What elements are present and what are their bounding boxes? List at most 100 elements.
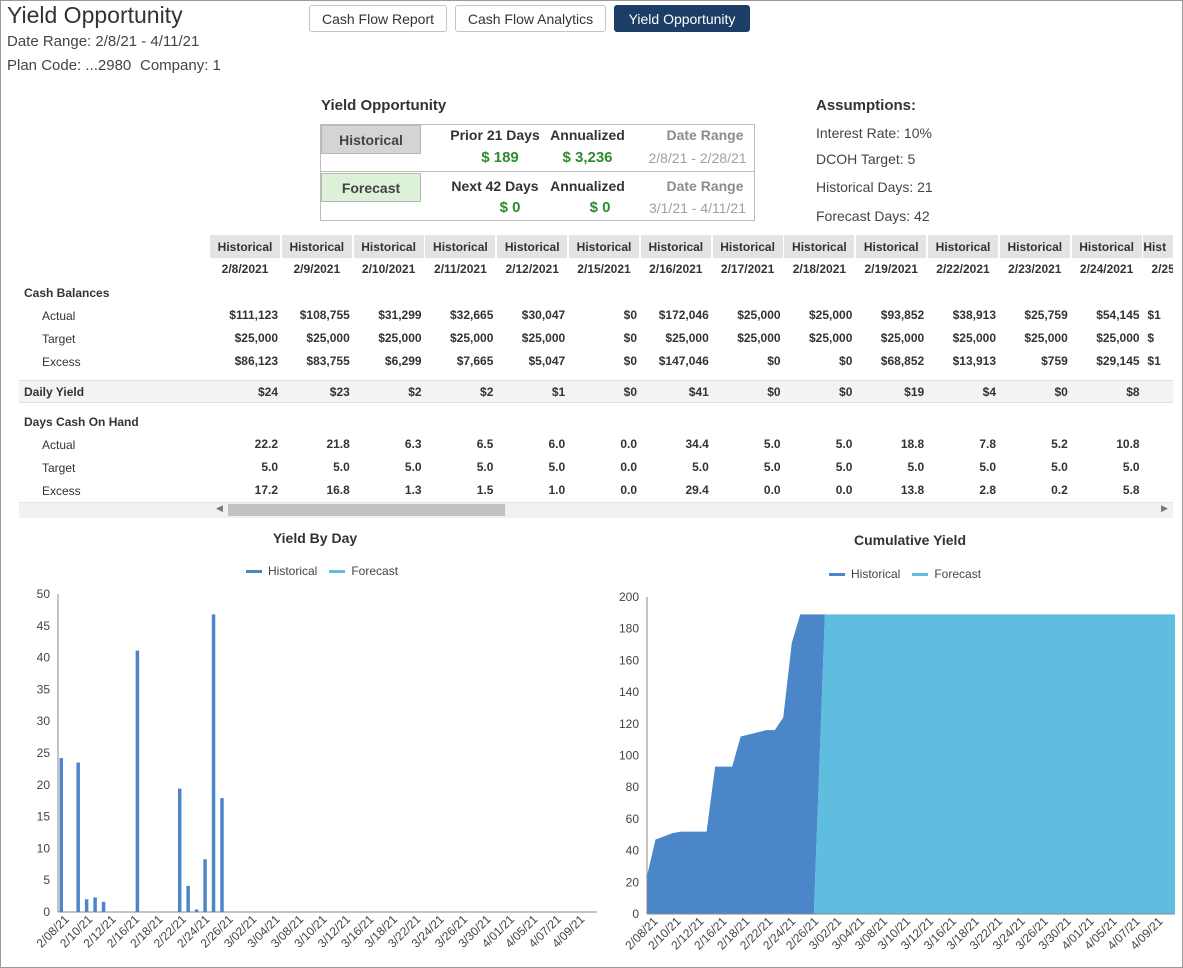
dcoh-excess-cell: 2.8	[979, 483, 996, 497]
dcoh-target-cell: 5.0	[692, 460, 709, 474]
daily-yield-cell: $4	[982, 385, 996, 399]
yield-by-day-chart: 051015202530354045502/08/212/10/212/12/2…	[34, 587, 597, 950]
column-header[interactable]: Historical	[281, 235, 352, 258]
column-header[interactable]: Historical	[353, 235, 424, 258]
daily-yield-cell: $2	[480, 385, 494, 399]
legend-historical-label: Historical	[268, 564, 318, 578]
cash-target-cell: $25,000	[1096, 331, 1140, 345]
scrollbar-thumb[interactable]	[228, 504, 505, 516]
yield-by-day-legend: Historical Forecast	[246, 564, 398, 578]
column-header[interactable]: Hist	[1143, 235, 1173, 258]
column-date: 2/15/2021	[577, 262, 631, 276]
y-tick-label: 180	[619, 622, 639, 636]
yield-bar	[220, 798, 224, 912]
dcoh-actual-cell: 22.2	[254, 437, 278, 451]
cumulative-yield-chart: 0204060801001201401601802002/08/212/10/2…	[619, 590, 1175, 952]
yield-by-day-title: Yield By Day	[272, 530, 358, 546]
column-header[interactable]: Historical	[210, 235, 280, 258]
cash-flow-report-button[interactable]: Cash Flow Report	[309, 5, 447, 32]
column-header[interactable]: Historical	[569, 235, 639, 258]
dcoh-excess-cell: 17.2	[254, 483, 278, 497]
cash-target-cell: $25,000	[1024, 331, 1068, 345]
cash-target-cell: $25,000	[665, 331, 709, 345]
y-tick-label: 45	[37, 619, 51, 633]
column-header[interactable]: Historical	[640, 235, 711, 258]
dcoh-target-cell: 5.0	[261, 460, 278, 474]
y-tick-label: 40	[626, 844, 640, 858]
cumulative-yield-title: Cumulative Yield	[853, 532, 967, 548]
cash-excess-cell: $0	[767, 354, 781, 368]
dcoh-actual-cell: 18.8	[900, 437, 925, 451]
cash-target-cell: $25,000	[880, 331, 925, 345]
scroll-left-icon[interactable]: ◀	[216, 503, 223, 513]
forecast-annualized-label: Annualized	[550, 178, 625, 194]
y-tick-label: 25	[37, 746, 51, 760]
yield-bar	[101, 901, 106, 912]
dcoh-actual-cell: 7.8	[979, 437, 996, 451]
dcoh-target-cell: 5.0	[476, 460, 494, 474]
cash-target-cell: $25,000	[737, 331, 781, 345]
cash-excess-cell: $6,299	[384, 354, 422, 368]
dcoh-excess-cell: 16.8	[326, 483, 350, 497]
legend-forecast-swatch	[912, 572, 929, 576]
assumption-historical-days: Historical Days: 21	[816, 179, 933, 195]
summary-box	[320, 124, 755, 221]
daily-yield-cell: $8	[1126, 385, 1140, 399]
column-header[interactable]: Historical	[497, 235, 568, 258]
column-header[interactable]: Historical	[856, 235, 927, 258]
date-range: Date Range: 2/8/21 - 4/11/21	[7, 33, 200, 50]
column-header[interactable]: Historical	[712, 235, 783, 258]
daily-yield-cell: $2	[408, 385, 422, 399]
summary-divider	[320, 171, 755, 172]
cash-target-cell: $0	[623, 331, 637, 345]
column-header[interactable]: Historical	[999, 235, 1070, 258]
cash-excess-cell: $1	[1147, 354, 1161, 368]
cash-flow-analytics-button[interactable]: Cash Flow Analytics	[455, 5, 606, 32]
scroll-right-icon[interactable]: ▶	[1161, 503, 1168, 513]
dcoh-target-cell: 5.0	[835, 460, 853, 474]
grid-scrollbar[interactable]	[19, 502, 1173, 518]
assumption-dcoh-target: DCOH Target: 5	[816, 151, 916, 167]
dcoh-target-cell: 0.0	[620, 460, 637, 474]
cash-excess-cell: $5,047	[528, 354, 566, 368]
cash-actual-cell: $32,665	[450, 308, 494, 322]
y-tick-label: 15	[37, 810, 51, 824]
yield-bar	[93, 897, 97, 912]
cash-target-cell: $25,000	[952, 331, 996, 345]
historical-tag: Historical	[321, 125, 421, 154]
y-tick-label: 20	[626, 875, 640, 889]
y-tick-label: 35	[37, 682, 51, 696]
legend-forecast-label: Forecast	[934, 567, 982, 581]
column-header[interactable]: Historical	[425, 235, 496, 258]
column-date: 2/16/2021	[649, 262, 703, 276]
cash-actual-cell: $54,145	[1096, 308, 1140, 322]
yield-opportunity-button[interactable]: Yield Opportunity	[614, 5, 750, 32]
column-date: 2/19/2021	[864, 262, 918, 276]
yield-bar	[135, 650, 140, 912]
cash-excess-cell: $13,913	[952, 354, 996, 368]
cash-excess-cell: $7,665	[456, 354, 494, 368]
y-tick-label: 5	[43, 873, 50, 887]
daily-yield-cell: $0	[623, 385, 637, 399]
column-date: 2/22/2021	[936, 262, 990, 276]
y-tick-label: 0	[632, 907, 639, 921]
cash-excess-cell: $0	[839, 354, 853, 368]
dcoh-actual-cell: 5.2	[1051, 437, 1068, 451]
column-date: 2/17/2021	[720, 262, 775, 276]
cash-actual-cell: $108,755	[299, 308, 350, 322]
column-header[interactable]: Historical	[1071, 235, 1142, 258]
dcoh-excess-cell: 29.4	[685, 483, 709, 497]
column-header[interactable]: Historical	[784, 235, 855, 258]
yield-bar	[211, 614, 216, 912]
cash-target-cell: $25,000	[521, 331, 566, 345]
daily-yield-label: Daily Yield	[24, 385, 85, 399]
forecast-area	[813, 614, 1175, 914]
column-date: 2/18/2021	[792, 262, 847, 276]
dcoh-actual-cell: 21.8	[326, 437, 350, 451]
column-header[interactable]: Historical	[928, 235, 998, 258]
cash-target-label: Target	[42, 332, 76, 346]
yield-bar	[76, 762, 80, 912]
daily-yield-cell: $0	[1054, 385, 1068, 399]
cash-actual-cell: $1	[1147, 308, 1161, 322]
dcoh-excess-cell: 0.0	[835, 483, 853, 497]
